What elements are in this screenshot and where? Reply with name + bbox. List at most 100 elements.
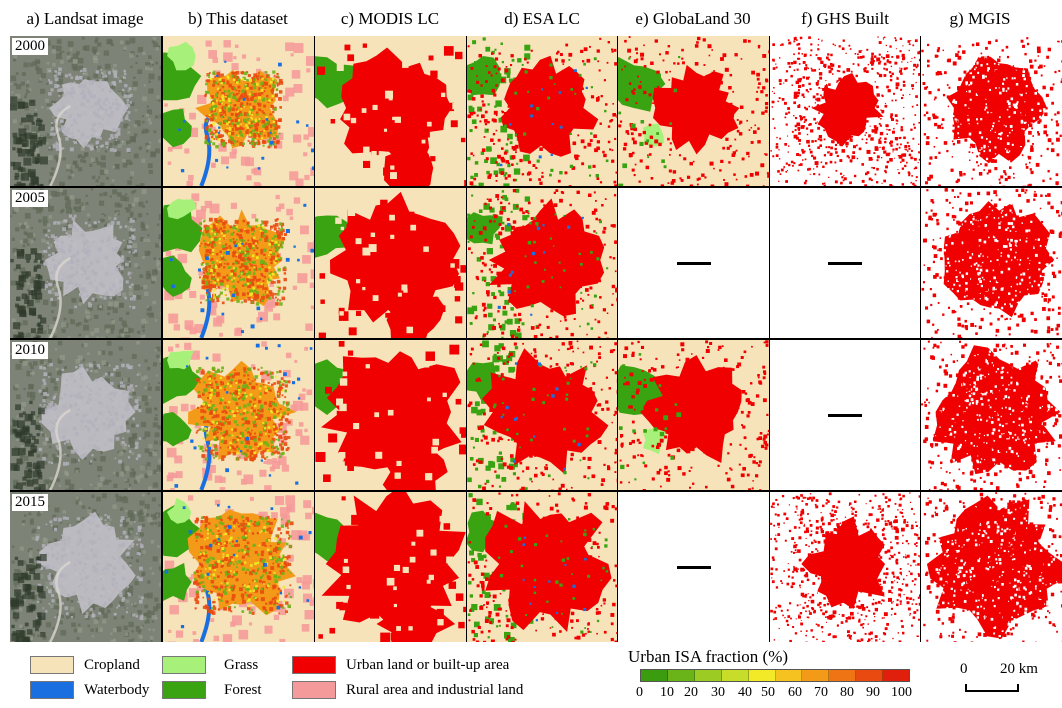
map-cell-landsat-2005: 2005 [10, 188, 161, 338]
column-header-landsat: a) Landsat image [26, 9, 144, 28]
no-data-dash [676, 262, 711, 265]
legend: Cropland Waterbody Grass Forest Urban la… [0, 646, 1062, 708]
map-image-mgis-2005 [921, 188, 1062, 338]
map-image-modis-2000 [315, 36, 466, 186]
map-image-mgis-2000 [921, 36, 1062, 186]
map-cell-thisdata-2015 [163, 492, 314, 642]
map-cell-modis-2000 [315, 36, 466, 186]
column-header-modis: c) MODIS LC [340, 9, 440, 28]
legend-swatch-waterbody [30, 681, 74, 699]
legend-swatch-urban [292, 656, 336, 674]
isa-tick-label: 0 [636, 685, 643, 700]
map-cell-esa-2015 [467, 492, 617, 642]
map-image-thisdata-2000 [163, 36, 314, 186]
scale-bar: 0 20 km [960, 656, 1055, 704]
isa-tick-label: 60 [788, 685, 802, 700]
map-image-modis-2010 [315, 340, 466, 490]
year-label-2010: 2010 [12, 342, 48, 359]
map-cell-globaland-2000 [618, 36, 769, 186]
legend-label-rural: Rural area and industrial land [346, 682, 524, 698]
map-image-ghs-2015 [770, 492, 920, 642]
map-image-landsat-2015 [10, 492, 161, 642]
map-cell-esa-2010 [467, 340, 617, 490]
map-cell-mgis-2000 [921, 36, 1062, 186]
no-data-dash [676, 566, 711, 569]
map-cell-mgis-2015 [921, 492, 1062, 642]
isa-ramp-bin [667, 670, 695, 681]
isa-tick-label: 100 [891, 685, 912, 700]
column-headers: a) Landsat image b) This dataset c) MODIS … [10, 3, 1062, 35]
map-cell-globaland-2005 [618, 188, 769, 338]
isa-color-ramp [640, 669, 910, 682]
map-cell-thisdata-2000 [163, 36, 314, 186]
map-image-esa-2000 [467, 36, 617, 186]
isa-tick-label: 40 [738, 685, 752, 700]
column-header-esa: d) ESA LC [504, 9, 580, 28]
isa-ramp-bin [802, 670, 830, 681]
isa-ramp-bin [856, 670, 884, 681]
isa-ramp-bin [829, 670, 857, 681]
map-image-esa-2010 [467, 340, 617, 490]
map-cell-mgis-2005 [921, 188, 1062, 338]
isa-ramp-bin [883, 670, 910, 681]
isa-tick-label: 80 [840, 685, 854, 700]
map-cell-ghs-2005 [770, 188, 920, 338]
legend-label-waterbody: Waterbody [84, 682, 150, 698]
map-image-modis-2015 [315, 492, 466, 642]
isa-tick-label: 20 [684, 685, 698, 700]
map-image-landsat-2005 [10, 188, 161, 338]
isa-tick-label: 70 [814, 685, 828, 700]
legend-label-grass: Grass [224, 657, 259, 673]
column-header-mgis: g) MGIS [949, 9, 1011, 28]
map-image-mgis-2015 [921, 492, 1062, 642]
map-image-thisdata-2015 [163, 492, 314, 642]
map-image-ghs-2000 [770, 36, 920, 186]
map-cell-modis-2015 [315, 492, 466, 642]
comparison-map-grid: 2000 2005 2010 2015 [10, 36, 1062, 642]
isa-ramp-bin [748, 670, 776, 681]
map-cell-thisdata-2010 [163, 340, 314, 490]
isa-tick-label: 50 [761, 685, 775, 700]
year-label-2005: 2005 [12, 190, 48, 207]
column-header-thisdata: b) This dataset [188, 9, 288, 28]
map-cell-mgis-2010 [921, 340, 1062, 490]
year-label-2015: 2015 [12, 494, 48, 511]
map-image-globaland-2000 [618, 36, 769, 186]
isa-ramp-bin [641, 670, 668, 681]
map-cell-ghs-2015 [770, 492, 920, 642]
map-image-landsat-2000 [10, 36, 161, 186]
legend-label-forest: Forest [224, 682, 262, 698]
isa-ramp-ticks: 0 10 20 30 40 50 60 70 80 90 100 [632, 684, 922, 702]
no-data-dash [828, 262, 862, 265]
map-image-mgis-2010 [921, 340, 1062, 490]
map-cell-landsat-2010: 2010 [10, 340, 161, 490]
legend-label-urban: Urban land or built-up area [346, 657, 510, 673]
isa-ramp-bin [721, 670, 749, 681]
map-cell-landsat-2000: 2000 [10, 36, 161, 186]
map-image-thisdata-2005 [163, 188, 314, 338]
legend-swatch-grass [162, 656, 206, 674]
isa-ramp-bin [775, 670, 803, 681]
map-image-modis-2005 [315, 188, 466, 338]
map-image-esa-2015 [467, 492, 617, 642]
scale-bar-end-label: 20 km [1000, 661, 1038, 677]
map-image-globaland-2010 [618, 340, 769, 490]
map-cell-modis-2010 [315, 340, 466, 490]
legend-swatch-forest [162, 681, 206, 699]
map-image-esa-2005 [467, 188, 617, 338]
map-image-landsat-2010 [10, 340, 161, 490]
column-header-globaland: e) GlobaLand 30 [635, 9, 751, 28]
map-cell-esa-2005 [467, 188, 617, 338]
map-cell-globaland-2010 [618, 340, 769, 490]
map-cell-globaland-2015 [618, 492, 769, 642]
isa-ramp-bin [694, 670, 722, 681]
isa-ramp-title: Urban ISA fraction (%) [628, 647, 789, 666]
map-cell-esa-2000 [467, 36, 617, 186]
isa-tick-label: 10 [660, 685, 674, 700]
map-image-thisdata-2010 [163, 340, 314, 490]
legend-swatch-cropland [30, 656, 74, 674]
legend-swatch-rural [292, 681, 336, 699]
map-cell-ghs-2010 [770, 340, 920, 490]
map-cell-thisdata-2005 [163, 188, 314, 338]
map-cell-ghs-2000 [770, 36, 920, 186]
